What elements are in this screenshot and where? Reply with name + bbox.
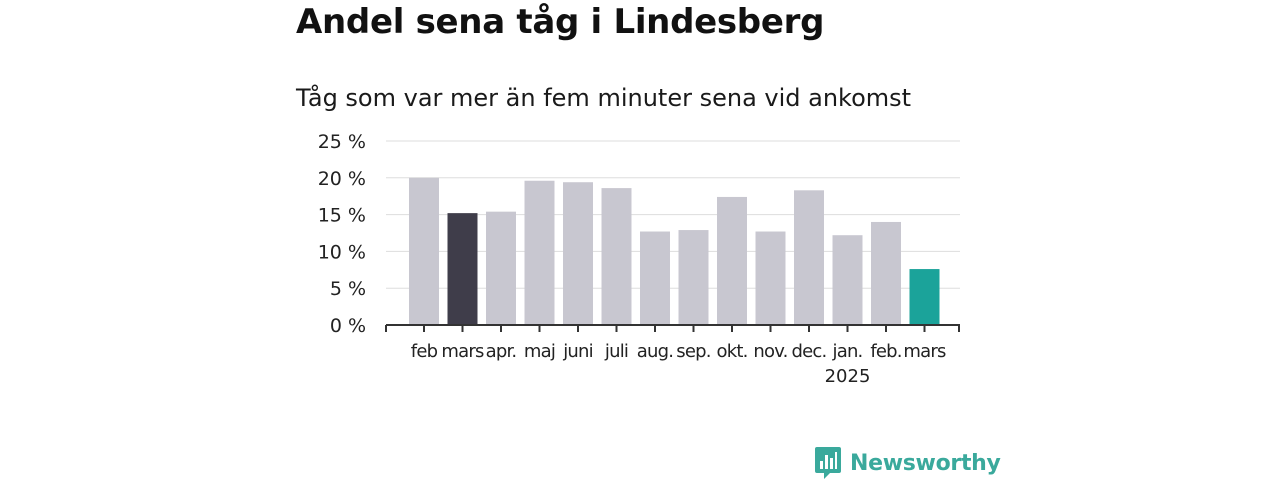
y-tick-label: 25 % — [318, 131, 366, 153]
y-tick-label: 15 % — [318, 205, 366, 227]
newsworthy-logo-icon — [815, 447, 841, 479]
bar — [640, 231, 670, 325]
x-tick-label: feb — [411, 341, 438, 362]
x-tick-label: feb. — [870, 341, 901, 362]
chart-subtitle: Tåg som var mer än fem minuter sena vid … — [296, 84, 912, 112]
bar — [755, 231, 786, 325]
bar — [524, 180, 555, 325]
bar — [871, 221, 901, 325]
bar — [909, 269, 940, 325]
x-tick-label: mars — [441, 341, 484, 362]
bar — [447, 213, 478, 325]
x-tick-sublabel: 2025 — [825, 366, 871, 387]
x-tick-label: nov. — [753, 341, 787, 362]
x-tick-label: dec. — [792, 341, 827, 362]
bar — [563, 182, 593, 325]
newsworthy-logo: Newsworthy — [814, 446, 1001, 480]
x-tick-label: sep. — [676, 341, 710, 362]
x-tick-label: juni — [562, 341, 593, 362]
x-tick-label: maj — [524, 341, 555, 362]
bar — [409, 177, 439, 325]
brand-name: Newsworthy — [850, 450, 1001, 476]
bar — [717, 196, 747, 325]
chart-title: Andel sena tåg i Lindesberg — [296, 2, 825, 42]
bar — [832, 235, 863, 325]
x-tick-label: juli — [604, 341, 628, 362]
y-tick-label: 5 % — [330, 278, 366, 300]
x-tick-label: okt. — [716, 341, 747, 362]
x-tick-label: aug. — [637, 341, 673, 362]
bar — [794, 190, 824, 325]
y-tick-label: 10 % — [318, 241, 366, 263]
bar — [678, 230, 709, 325]
y-tick-label: 20 % — [318, 168, 366, 190]
x-tick-label: mars — [903, 341, 946, 362]
bar — [601, 188, 632, 325]
bar — [486, 211, 516, 325]
y-tick-label: 0 % — [330, 315, 366, 337]
x-tick-label: apr. — [486, 341, 517, 362]
x-tick-label: jan. — [832, 341, 863, 362]
